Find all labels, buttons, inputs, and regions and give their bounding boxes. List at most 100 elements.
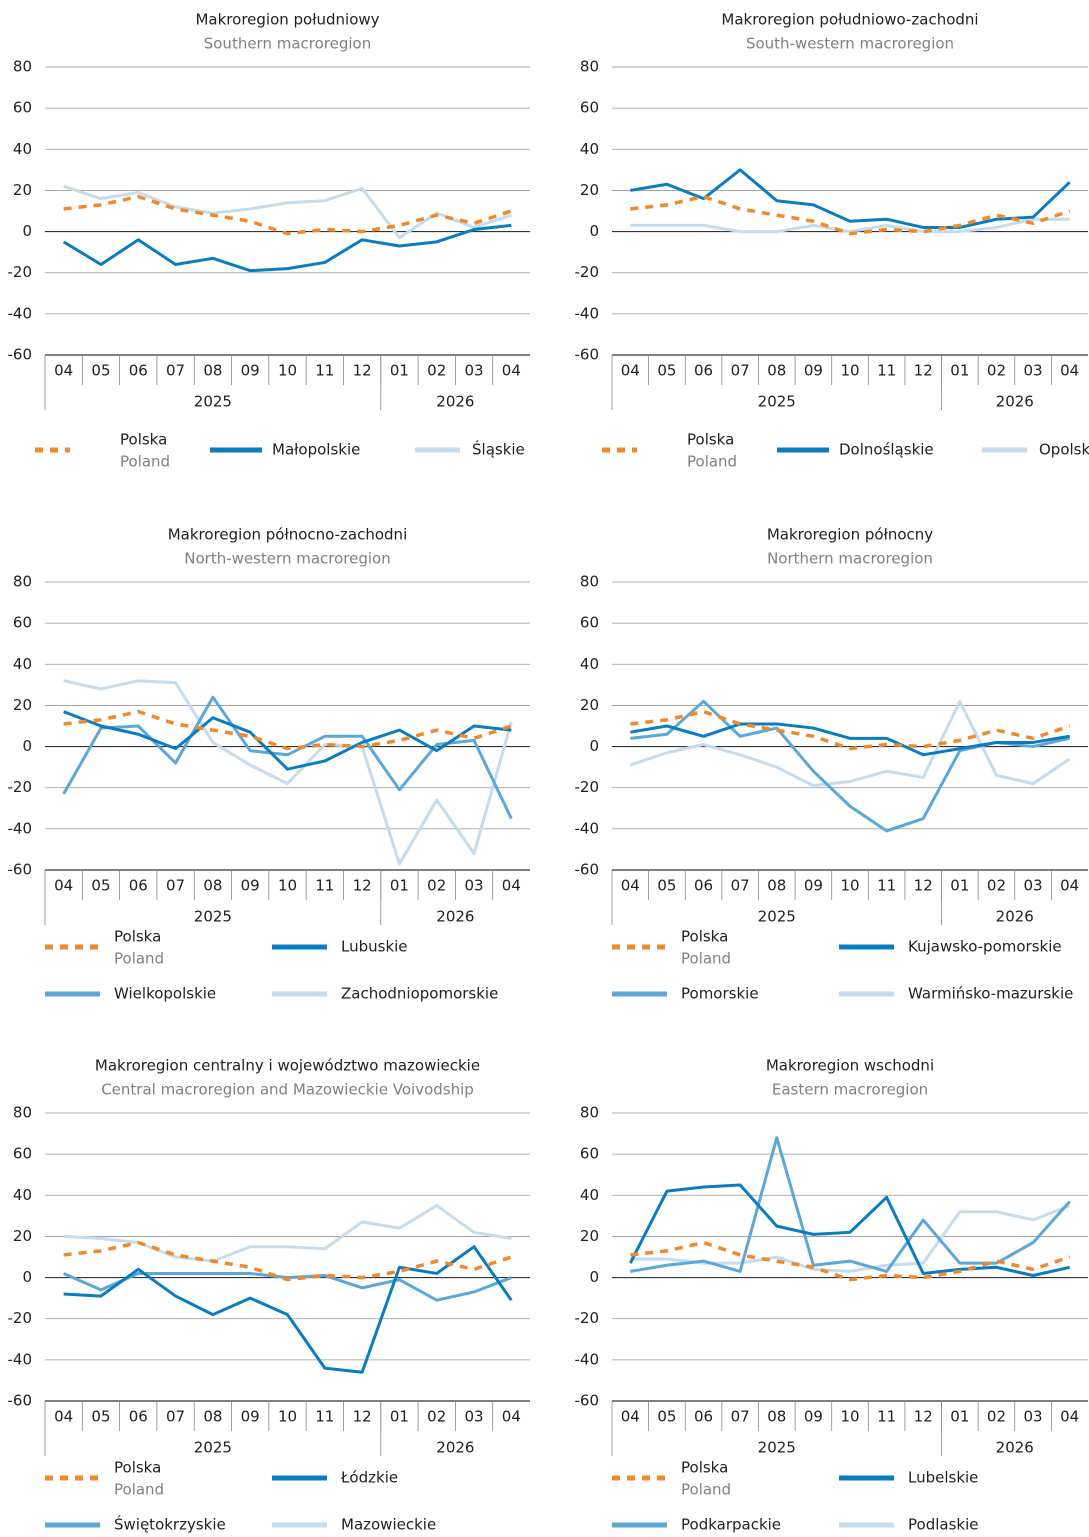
y-tick-label: -60	[8, 346, 33, 364]
chart-title: Makroregion południowy	[195, 11, 379, 29]
y-tick-label: 60	[580, 614, 599, 632]
x-tick-label: 07	[731, 362, 750, 380]
x-tick-label: 04	[54, 362, 73, 380]
x-tick-label: 11	[877, 362, 896, 380]
legend-label: Zachodniopomorskie	[341, 985, 498, 1003]
x-tick-label: 08	[203, 362, 222, 380]
x-tick-label: 07	[731, 877, 750, 895]
x-tick-label: 07	[166, 362, 185, 380]
x-tick-label: 08	[767, 877, 786, 895]
series-line	[63, 1271, 512, 1302]
chart-title: Makroregion wschodni	[766, 1057, 934, 1075]
legend-label: Polska	[681, 928, 728, 946]
series-line	[630, 217, 1070, 234]
legend-label: Podlaskie	[908, 1516, 978, 1534]
chart-subtitle: Northern macroregion	[767, 550, 933, 568]
chart-title: Makroregion północny	[767, 526, 933, 544]
y-tick-label: 40	[13, 655, 32, 673]
y-tick-label: 20	[13, 181, 32, 199]
series-line	[630, 1136, 1071, 1273]
x-tick-label: 11	[315, 1408, 334, 1426]
x-tick-label: 01	[950, 1408, 969, 1426]
x-tick-label: 09	[804, 1408, 823, 1426]
x-tick-label: 04	[621, 1408, 640, 1426]
x-tick-label: 09	[241, 362, 260, 380]
x-tick-label: 03	[464, 362, 483, 380]
series-line	[630, 699, 1071, 833]
y-tick-label: 20	[580, 696, 599, 714]
y-tick-label: 40	[13, 1186, 32, 1204]
x-tick-label: 07	[166, 877, 185, 895]
legend-label: Polska	[687, 431, 734, 449]
x-tick-label: 04	[621, 877, 640, 895]
y-tick-label: 80	[13, 573, 32, 591]
x-tick-label: 06	[129, 877, 148, 895]
legend-label-en: Poland	[681, 950, 731, 968]
x-tick-label: 10	[840, 1408, 859, 1426]
x-tick-label: 02	[987, 877, 1006, 895]
x-tick-label: 01	[390, 362, 409, 380]
series-line	[63, 709, 512, 751]
y-tick-label: -60	[8, 1392, 33, 1410]
y-tick-label: 60	[580, 99, 599, 117]
legend-label: Mazowieckie	[341, 1516, 436, 1534]
x-tick-label: 11	[877, 1408, 896, 1426]
x-tick-label: 10	[840, 877, 859, 895]
x-tick-label: 04	[1060, 877, 1079, 895]
series-line	[62, 695, 513, 820]
legend-label-en: Poland	[120, 453, 170, 471]
chart-subtitle: South-western macroregion	[746, 35, 954, 53]
x-tick-label: 11	[315, 362, 334, 380]
legend-label: Wielkopolskie	[114, 985, 216, 1003]
x-tick-label: 06	[694, 362, 713, 380]
x-tick-label: 04	[502, 362, 521, 380]
y-tick-label: 0	[589, 1268, 599, 1286]
y-tick-label: 20	[580, 181, 599, 199]
x-tick-label: 04	[1060, 1408, 1079, 1426]
x-tick-label: 04	[1060, 362, 1079, 380]
legend-label-en: Poland	[687, 453, 737, 471]
series-line	[628, 1183, 1071, 1278]
y-tick-label: 0	[22, 1268, 32, 1286]
year-label: 2025	[758, 1439, 796, 1457]
year-label: 2025	[758, 908, 796, 926]
y-tick-label: -40	[8, 304, 33, 322]
series-line	[63, 184, 512, 240]
y-tick-label: 40	[580, 655, 599, 673]
y-tick-label: -20	[8, 778, 33, 796]
legend-label: Polska	[114, 928, 161, 946]
year-label: 2026	[996, 1439, 1034, 1457]
legend-label: Śląskie	[472, 440, 525, 459]
chart-title: Makroregion centralny i województwo mazo…	[95, 1057, 480, 1075]
legend-label: Polska	[681, 1459, 728, 1477]
year-label: 2025	[194, 908, 232, 926]
year-label: 2026	[436, 393, 474, 411]
x-tick-label: 02	[427, 362, 446, 380]
series-line	[630, 1204, 1071, 1273]
x-tick-label: 12	[914, 362, 933, 380]
x-tick-label: 05	[657, 877, 676, 895]
x-tick-label: 10	[840, 362, 859, 380]
x-tick-label: 01	[950, 362, 969, 380]
y-tick-label: 0	[589, 222, 599, 240]
x-tick-label: 03	[1024, 1408, 1043, 1426]
x-tick-label: 01	[390, 877, 409, 895]
x-tick-label: 08	[767, 362, 786, 380]
x-tick-label: 12	[353, 1408, 372, 1426]
legend-label: Kujawsko-pomorskie	[908, 938, 1062, 956]
x-tick-label: 08	[767, 1408, 786, 1426]
y-tick-label: -20	[575, 263, 600, 281]
x-tick-label: 09	[241, 1408, 260, 1426]
x-tick-label: 04	[54, 1408, 73, 1426]
x-tick-label: 01	[950, 877, 969, 895]
chart-subtitle: Southern macroregion	[204, 35, 372, 53]
x-tick-label: 03	[1024, 362, 1043, 380]
series-line	[630, 168, 1071, 229]
series-line	[63, 1240, 512, 1282]
x-tick-label: 04	[54, 877, 73, 895]
legend-label: Lubelskie	[908, 1469, 978, 1487]
y-tick-label: -20	[8, 263, 33, 281]
legend-label: Warmińsko-mazurskie	[908, 985, 1073, 1003]
y-tick-label: -60	[575, 1392, 600, 1410]
y-tick-label: 40	[580, 1186, 599, 1204]
